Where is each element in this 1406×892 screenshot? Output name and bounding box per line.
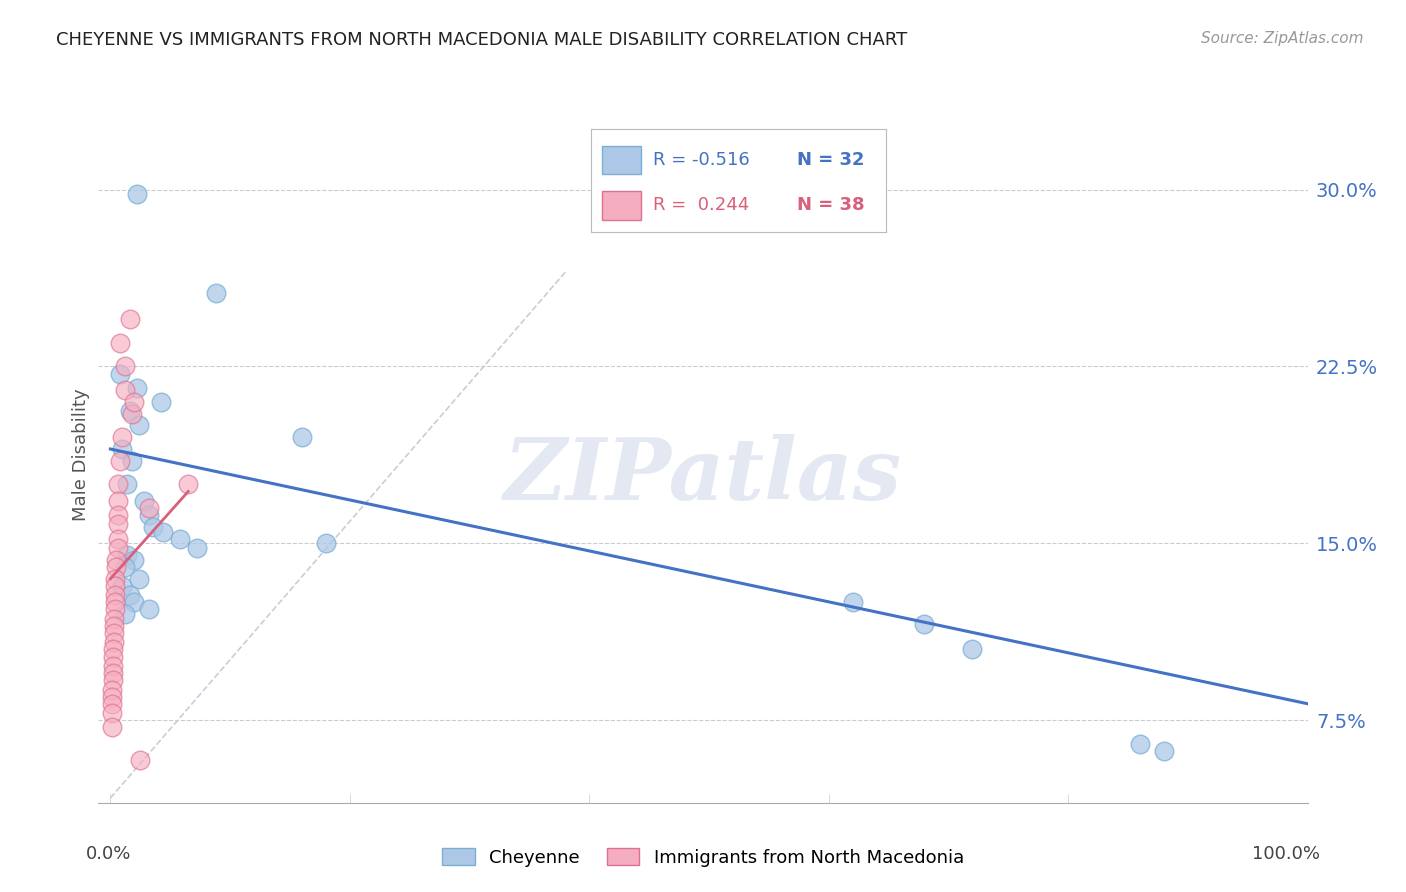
- Point: [118, 404, 141, 418]
- Point: [121, 454, 143, 468]
- Point: [100, 682, 122, 697]
- Point: [101, 659, 124, 673]
- Point: [108, 367, 131, 381]
- Point: [177, 477, 200, 491]
- Point: [124, 553, 146, 567]
- Point: [107, 477, 129, 491]
- Point: [101, 642, 124, 657]
- Point: [962, 642, 984, 657]
- Text: N = 38: N = 38: [797, 196, 865, 214]
- Bar: [602, 191, 641, 219]
- Point: [841, 595, 863, 609]
- Point: [111, 430, 134, 444]
- Point: [115, 548, 138, 562]
- Text: 100.0%: 100.0%: [1251, 845, 1320, 863]
- Point: [107, 494, 129, 508]
- Point: [186, 541, 208, 555]
- Text: Source: ZipAtlas.com: Source: ZipAtlas.com: [1201, 31, 1364, 46]
- Point: [104, 579, 127, 593]
- Point: [169, 532, 191, 546]
- Point: [118, 588, 141, 602]
- Text: R = -0.516: R = -0.516: [652, 151, 749, 169]
- Text: ZIPatlas: ZIPatlas: [503, 434, 903, 517]
- Point: [101, 649, 124, 664]
- Point: [124, 395, 146, 409]
- Point: [118, 312, 141, 326]
- Bar: [602, 145, 641, 175]
- Point: [100, 690, 122, 704]
- Point: [104, 595, 127, 609]
- Point: [104, 588, 127, 602]
- Point: [107, 541, 129, 555]
- Text: N = 32: N = 32: [797, 151, 865, 169]
- Point: [108, 454, 131, 468]
- Point: [315, 536, 337, 550]
- Point: [291, 430, 314, 444]
- Point: [128, 418, 150, 433]
- Text: 0.0%: 0.0%: [86, 845, 132, 863]
- Point: [100, 706, 122, 721]
- Point: [104, 602, 127, 616]
- Point: [103, 619, 125, 633]
- Point: [204, 286, 226, 301]
- Text: CHEYENNE VS IMMIGRANTS FROM NORTH MACEDONIA MALE DISABILITY CORRELATION CHART: CHEYENNE VS IMMIGRANTS FROM NORTH MACEDO…: [56, 31, 907, 49]
- Point: [1153, 744, 1175, 758]
- Point: [115, 477, 138, 491]
- Point: [107, 532, 129, 546]
- Point: [104, 572, 127, 586]
- Point: [125, 381, 148, 395]
- Point: [103, 626, 125, 640]
- Point: [111, 579, 134, 593]
- Point: [108, 335, 131, 350]
- Point: [114, 560, 136, 574]
- Legend: Cheyenne, Immigrants from North Macedonia: Cheyenne, Immigrants from North Macedoni…: [434, 841, 972, 874]
- Point: [103, 612, 125, 626]
- Point: [100, 720, 122, 734]
- Point: [152, 524, 174, 539]
- Point: [149, 395, 172, 409]
- Point: [125, 187, 148, 202]
- Point: [101, 666, 124, 681]
- Point: [114, 359, 136, 374]
- Point: [114, 607, 136, 621]
- Point: [142, 520, 165, 534]
- Point: [103, 635, 125, 649]
- Point: [107, 508, 129, 522]
- Point: [114, 383, 136, 397]
- Point: [105, 553, 128, 567]
- Point: [128, 572, 150, 586]
- Point: [1129, 737, 1152, 751]
- Point: [121, 407, 143, 421]
- Point: [138, 500, 160, 515]
- Text: R =  0.244: R = 0.244: [652, 196, 749, 214]
- Point: [138, 508, 160, 522]
- Point: [107, 517, 129, 532]
- Point: [124, 595, 146, 609]
- Point: [105, 560, 128, 574]
- Y-axis label: Male Disability: Male Disability: [72, 389, 90, 521]
- Point: [132, 494, 155, 508]
- Point: [914, 616, 936, 631]
- Point: [111, 442, 134, 456]
- Point: [129, 753, 152, 767]
- Point: [100, 697, 122, 711]
- Point: [138, 602, 160, 616]
- Point: [101, 673, 124, 688]
